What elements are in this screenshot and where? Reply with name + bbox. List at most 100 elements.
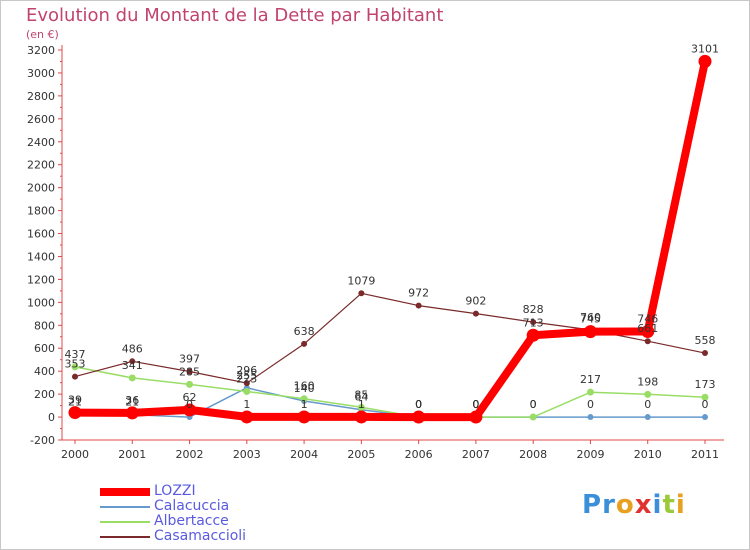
- logo-letter: P: [582, 490, 603, 520]
- y-tick-label: 1200: [27, 273, 55, 286]
- data-point-lozzi: [68, 406, 82, 420]
- data-point-calacuccia: [644, 414, 651, 421]
- data-point-casamaccioli: [644, 338, 651, 345]
- data-point-albertacce: [128, 374, 136, 382]
- legend-label: LOZZI: [154, 483, 196, 499]
- data-point-albertacce: [701, 393, 709, 401]
- legend-swatch: [100, 521, 150, 523]
- chart-title: Evolution du Montant de la Dette par Hab…: [26, 5, 444, 26]
- data-point-casamaccioli: [72, 373, 78, 380]
- y-tick-label: 600: [34, 342, 55, 355]
- data-point-albertacce: [357, 403, 365, 411]
- data-point-lozzi: [297, 410, 311, 424]
- y-tick-label: 1800: [27, 205, 55, 218]
- data-point-lozzi: [583, 325, 597, 339]
- data-label-albertacce: 341: [122, 359, 143, 372]
- data-label-albertacce: 85: [354, 388, 368, 401]
- data-label-casamaccioli: 760: [580, 311, 601, 324]
- legend-label: Calacuccia: [154, 498, 230, 514]
- data-label-albertacce: 0: [530, 398, 537, 411]
- data-label-casamaccioli: 828: [523, 303, 544, 316]
- data-point-lozzi: [698, 54, 712, 68]
- y-tick-label: 0: [48, 411, 55, 424]
- data-label-albertacce: 160: [294, 380, 315, 393]
- data-point-lozzi: [641, 324, 655, 338]
- data-label-lozzi: 745: [580, 313, 601, 326]
- data-label-lozzi: 0: [472, 398, 479, 411]
- y-tick-label: 2600: [27, 113, 55, 126]
- data-label-albertacce: 437: [65, 348, 86, 361]
- data-label-calacuccia: 21: [68, 396, 82, 409]
- data-label-calacuccia: 255: [236, 369, 257, 382]
- data-label-calacuccia: 0: [530, 398, 537, 411]
- data-label-lozzi: 39: [68, 394, 82, 407]
- y-tick-label: 3000: [27, 67, 55, 80]
- data-label-lozzi: 3101: [691, 42, 719, 55]
- data-label-casamaccioli: 296: [236, 364, 257, 377]
- data-label-albertacce: 217: [580, 373, 601, 386]
- y-tick-label: 1000: [27, 296, 55, 309]
- series-line-albertacce: [74, 366, 706, 418]
- x-tick-label: 2002: [176, 448, 204, 461]
- data-label-casamaccioli: 397: [179, 353, 200, 366]
- data-point-casamaccioli: [301, 340, 308, 347]
- y-tick-label: 2400: [27, 136, 55, 149]
- data-point-casamaccioli: [415, 302, 422, 309]
- data-label-casamaccioli: 902: [465, 295, 486, 308]
- y-tick-label: 2000: [27, 182, 55, 195]
- chart-subtitle: (en €): [26, 28, 59, 41]
- data-label-calacuccia: 21: [125, 396, 139, 409]
- logo-letter: t: [662, 490, 676, 520]
- data-label-albertacce: 173: [695, 378, 716, 391]
- y-tick-label: 2800: [27, 90, 55, 103]
- data-point-casamaccioli: [358, 290, 365, 297]
- x-tick-label: 2007: [462, 448, 490, 461]
- data-label-casamaccioli: 558: [695, 334, 716, 347]
- data-point-calacuccia: [587, 414, 594, 421]
- logo-letter: i: [652, 490, 663, 520]
- data-point-casamaccioli: [186, 368, 193, 375]
- y-tick-label: 3200: [27, 44, 55, 57]
- data-point-albertacce: [300, 395, 308, 403]
- data-label-albertacce: 0: [472, 398, 479, 411]
- data-point-lozzi: [469, 410, 483, 424]
- legend-swatch: [100, 506, 150, 508]
- data-label-calacuccia: 0: [186, 398, 193, 411]
- data-point-lozzi: [183, 403, 197, 417]
- legend-label: Albertacce: [154, 513, 229, 529]
- series-line-casamaccioli: [74, 292, 706, 384]
- data-point-albertacce: [186, 380, 194, 388]
- data-label-calacuccia: 0: [587, 398, 594, 411]
- data-label-albertacce: 285: [179, 365, 200, 378]
- logo-letter: x: [634, 490, 653, 520]
- data-label-calacuccia: 0: [644, 398, 651, 411]
- data-label-casamaccioli: 972: [408, 287, 429, 300]
- data-label-lozzi: 36: [125, 394, 139, 407]
- data-point-albertacce: [243, 387, 251, 395]
- y-tick-label: 1400: [27, 250, 55, 263]
- data-point-albertacce: [71, 363, 79, 371]
- data-label-lozzi: 0: [415, 398, 422, 411]
- x-tick-label: 2003: [233, 448, 261, 461]
- x-tick-label: 2006: [405, 448, 433, 461]
- x-tick-label: 2011: [691, 448, 719, 461]
- y-tick-label: 400: [34, 365, 55, 378]
- data-label-albertacce: 198: [637, 375, 658, 388]
- x-tick-label: 2009: [576, 448, 604, 461]
- data-label-casamaccioli: 486: [122, 342, 143, 355]
- data-point-lozzi: [526, 328, 540, 342]
- data-label-casamaccioli: 661: [637, 322, 658, 335]
- data-label-calacuccia: 0: [702, 398, 709, 411]
- data-label-albertacce: 0: [415, 398, 422, 411]
- data-point-lozzi: [125, 406, 139, 420]
- data-label-lozzi: 746: [637, 312, 658, 325]
- logo-letter: o: [615, 490, 635, 520]
- x-tick-label: 2001: [118, 448, 146, 461]
- data-label-lozzi: 1: [301, 398, 308, 411]
- data-label-lozzi: 1: [358, 398, 365, 411]
- y-tick-label: 1600: [27, 228, 55, 241]
- data-point-lozzi: [240, 410, 254, 424]
- series-line-lozzi: [71, 57, 709, 422]
- data-point-albertacce: [529, 413, 537, 421]
- data-label-calacuccia: 0: [472, 398, 479, 411]
